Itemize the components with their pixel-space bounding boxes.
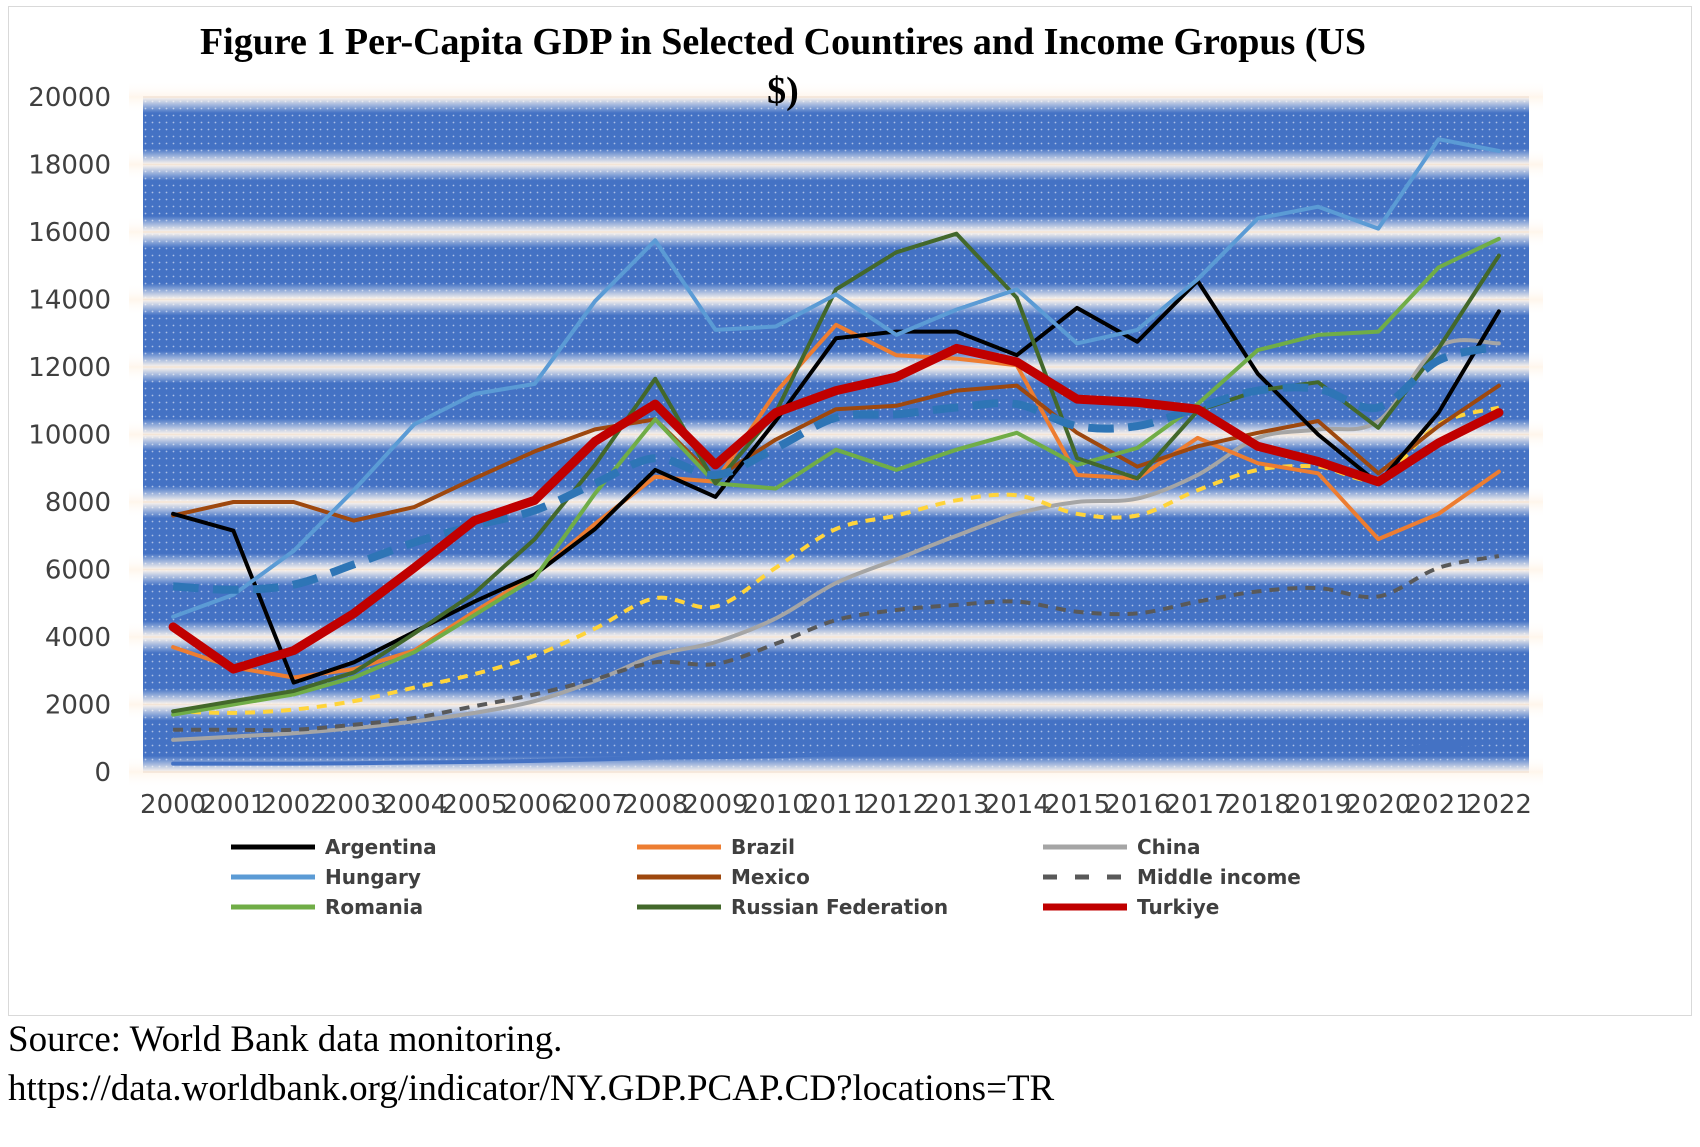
x-tick-label: 2003 [321,790,387,820]
series-line-turkiye [168,343,1504,674]
legend-label: Romania [325,895,423,919]
legend-label: Brazil [731,835,795,859]
x-tick-label: 2000 [140,790,206,820]
series-line-russian-federation [171,231,1501,714]
x-tick-label: 2012 [863,790,929,820]
y-tick-label: 12000 [28,353,111,383]
x-tick-label: 2016 [1104,790,1170,820]
y-axis-tick-labels: 0 2000 4000 6000 8000 10000 12000 14000 16000 180… [28,83,111,788]
chart-title-line-1: Figure 1 Per-Capita GDP in Selected Coun… [200,21,1366,63]
source-note: Source: World Bank data monitoring. [8,1019,563,1060]
x-tick-label: 2005 [441,790,507,820]
y-tick-label: 14000 [28,286,111,316]
y-tick-label: 16000 [28,218,111,248]
x-tick-label: 2022 [1466,790,1532,820]
chart-title: Figure 1 Per-Capita GDP in Selected Coun… [200,21,1366,112]
line-chart: 0 2000 4000 6000 8000 10000 12000 14000 16000 180… [28,21,1543,919]
series-line-world [172,342,1500,594]
y-tick-label: 20000 [28,83,111,113]
source-url: https://data.worldbank.org/indicator/NY.… [8,1068,1055,1109]
x-tick-label: 2010 [743,790,809,820]
x-tick-label: 2015 [1044,790,1110,820]
x-tick-label: 2014 [984,790,1050,820]
x-tick-label: 2007 [562,790,628,820]
x-tick-label: 2013 [923,790,989,820]
legend-label: Mexico [731,865,810,889]
legend: Argentina Brazil China Hungary Mexico Middle … [231,835,1301,919]
x-tick-label: 2004 [381,790,447,820]
legend-item-romania: Romania [231,895,423,919]
y-tick-label: 10000 [28,421,111,451]
legend-item-russian-federation: Russian Federation [637,895,948,919]
legend-label: Argentina [325,835,437,859]
legend-item-china: China [1043,835,1201,859]
x-tick-label: 2018 [1225,790,1291,820]
x-tick-label: 2009 [682,790,748,820]
legend-item-argentina: Argentina [231,835,437,859]
gridlines [129,81,1543,788]
series-line-low-income [171,739,1501,766]
y-tick-label: 8000 [45,488,111,518]
legend-item-middle-income: Middle income [1043,865,1301,889]
x-tick-label: 2001 [200,790,266,820]
x-tick-label: 2008 [622,790,688,820]
series-line-brazil [171,322,1501,680]
legend-item-mexico: Mexico [637,865,810,889]
x-tick-label: 2020 [1345,790,1411,820]
series-lines [168,137,1504,766]
y-tick-label: 4000 [45,623,111,653]
x-tick-label: 2017 [1164,790,1230,820]
x-axis-tick-labels: 2000200120022003200420052006200720082009… [140,790,1532,820]
chart-title-line-2: $) [767,70,799,112]
legend-label: China [1137,835,1201,859]
legend-label: Middle income [1137,865,1301,889]
x-tick-label: 2021 [1406,790,1472,820]
x-tick-label: 2002 [261,790,327,820]
x-tick-label: 2006 [502,790,568,820]
legend-label: Hungary [325,865,421,889]
legend-label: Turkiye [1137,895,1219,919]
series-line-hungary [171,137,1501,619]
series-line-mexico [171,383,1501,523]
y-tick-label: 2000 [45,691,111,721]
series-line-romania [171,236,1501,717]
legend-label: Russian Federation [731,895,948,919]
legend-item-turkiye: Turkiye [1043,895,1219,919]
y-tick-label: 18000 [28,151,111,181]
legend-item-brazil: Brazil [637,835,795,859]
legend-item-hungary: Hungary [231,865,421,889]
chart-frame: 0 2000 4000 6000 8000 10000 12000 14000 16000 180… [8,6,1692,1016]
x-tick-label: 2019 [1285,790,1351,820]
y-tick-label: 0 [94,758,111,788]
y-tick-label: 6000 [45,556,111,586]
x-tick-label: 2011 [803,790,869,820]
series-line-china [171,338,1501,742]
series-line-argentina [171,278,1501,685]
